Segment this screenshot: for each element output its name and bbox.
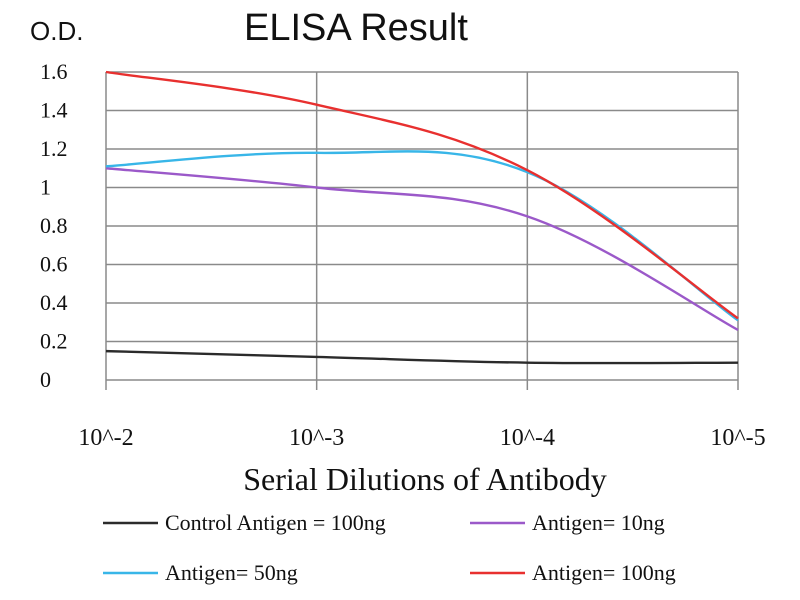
- y-tick-label: 1: [40, 175, 51, 200]
- y-tick-label: 0.8: [40, 213, 68, 238]
- y-tick-label: 1.6: [40, 59, 68, 84]
- legend-label: Antigen= 10ng: [532, 510, 665, 535]
- y-tick-label: 0.2: [40, 329, 68, 354]
- legend-label: Antigen= 50ng: [165, 560, 298, 585]
- x-tick-label: 10^-5: [710, 425, 765, 451]
- y-tick-label: 0: [40, 367, 51, 392]
- x-tick-label: 10^-4: [500, 425, 555, 451]
- series-lines: [105, 70, 739, 365]
- y-tick-label: 0.4: [40, 290, 68, 315]
- x-tick-labels: 10^-2 10^-3 10^-4 10^-5: [78, 425, 765, 451]
- x-axis-title: Serial Dilutions of Antibody: [243, 461, 607, 497]
- x-tick-label: 10^-2: [78, 425, 133, 451]
- series-line-4: [105, 70, 739, 320]
- legend-label: Antigen= 100ng: [532, 560, 676, 585]
- legend-label: Control Antigen = 100ng: [165, 510, 386, 535]
- x-tick-label: 10^-3: [289, 425, 344, 451]
- grid: [105, 71, 739, 390]
- y-tick-labels: 0 0.2 0.4 0.6 0.8 1 1.2 1.4 1.6: [40, 59, 68, 392]
- y-tick-label: 1.4: [40, 98, 68, 123]
- y-tick-label: 0.6: [40, 252, 68, 277]
- y-axis-title: O.D.: [30, 16, 83, 46]
- legend: Control Antigen = 100ng Antigen= 10ng Anti…: [103, 510, 676, 585]
- chart-title: ELISA Result: [244, 7, 468, 49]
- y-tick-label: 1.2: [40, 136, 68, 161]
- series-line-1: [105, 349, 739, 365]
- series-line-2: [105, 167, 739, 332]
